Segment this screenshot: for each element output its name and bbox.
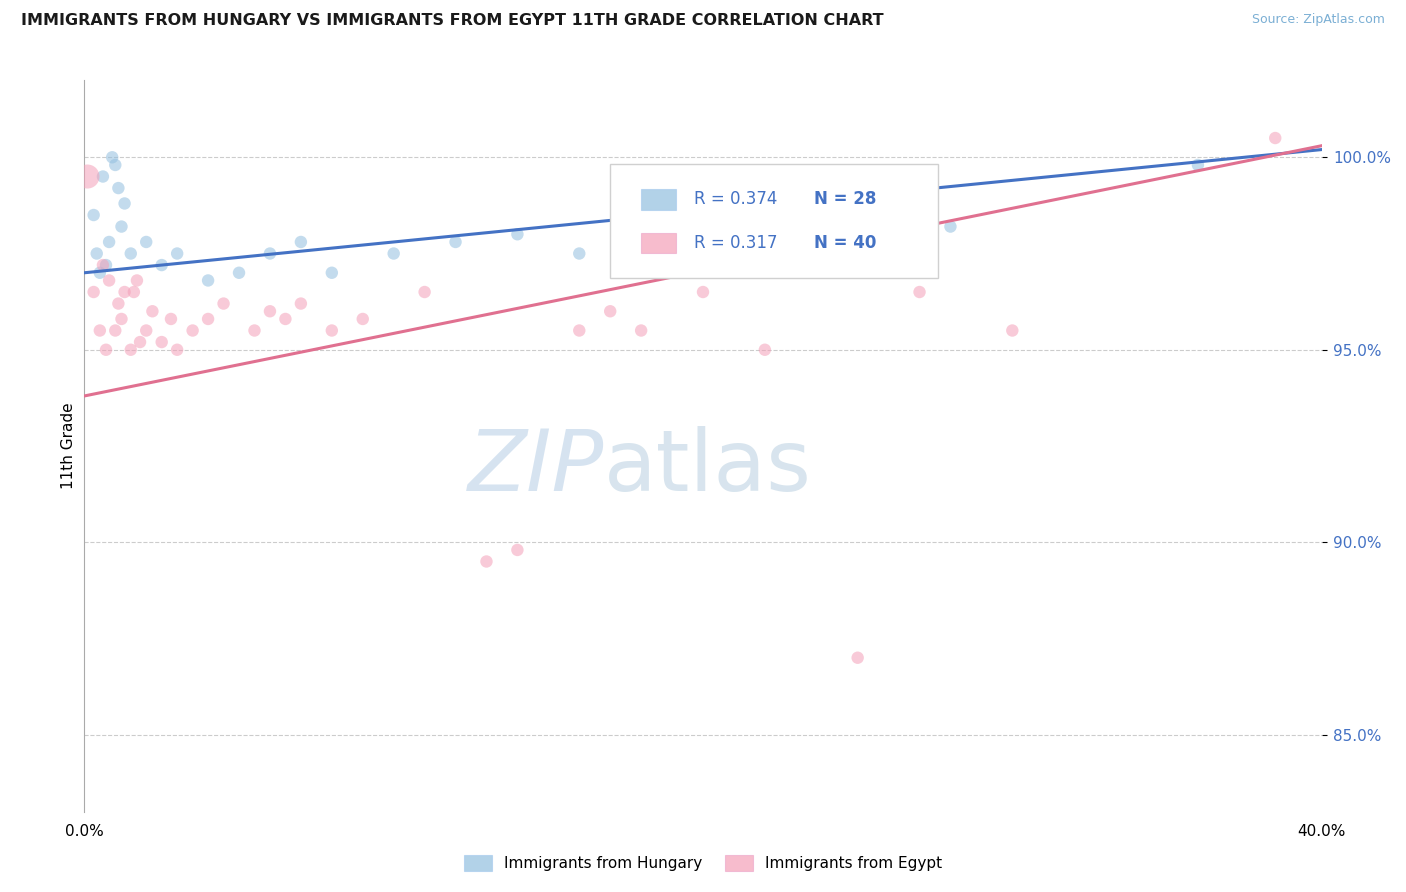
Point: [568, 246, 591, 260]
FancyBboxPatch shape: [641, 189, 676, 210]
Point: [141, 304, 163, 318]
Point: [413, 285, 436, 299]
Point: [114, 285, 136, 299]
Point: [104, 158, 127, 172]
Point: [122, 285, 145, 299]
Point: [321, 324, 343, 338]
Point: [135, 235, 157, 249]
FancyBboxPatch shape: [641, 233, 676, 253]
Point: [754, 343, 776, 357]
Point: [506, 227, 529, 242]
Point: [94, 343, 117, 357]
Point: [197, 312, 219, 326]
Point: [76, 169, 98, 184]
Text: IMMIGRANTS FROM HUNGARY VS IMMIGRANTS FROM EGYPT 11TH GRADE CORRELATION CHART: IMMIGRANTS FROM HUNGARY VS IMMIGRANTS FR…: [21, 13, 884, 29]
Point: [352, 312, 374, 326]
Point: [98, 235, 121, 249]
Point: [846, 650, 869, 665]
Point: [692, 285, 714, 299]
Point: [89, 324, 111, 338]
Point: [107, 181, 129, 195]
Point: [98, 273, 121, 287]
Point: [120, 246, 142, 260]
Text: atlas: atlas: [605, 426, 813, 509]
Point: [568, 324, 591, 338]
Point: [150, 258, 173, 272]
Point: [228, 266, 250, 280]
Text: N = 40: N = 40: [814, 234, 877, 252]
Y-axis label: 11th Grade: 11th Grade: [60, 402, 76, 490]
Point: [91, 169, 114, 184]
Point: [444, 235, 467, 249]
Point: [166, 343, 188, 357]
Point: [1187, 158, 1209, 172]
Point: [599, 304, 621, 318]
Legend: Immigrants from Hungary, Immigrants from Egypt: Immigrants from Hungary, Immigrants from…: [458, 849, 948, 877]
Point: [114, 196, 136, 211]
Point: [160, 312, 183, 326]
Point: [83, 285, 105, 299]
Point: [94, 258, 117, 272]
Point: [89, 266, 111, 280]
Point: [290, 235, 312, 249]
Point: [321, 266, 343, 280]
Point: [506, 543, 529, 558]
Point: [754, 227, 776, 242]
Point: [166, 246, 188, 260]
Point: [150, 334, 173, 349]
Point: [101, 150, 124, 164]
Text: ZIP: ZIP: [468, 426, 605, 509]
Point: [630, 208, 652, 222]
Point: [630, 324, 652, 338]
Point: [91, 258, 114, 272]
Point: [939, 219, 962, 234]
Text: Source: ZipAtlas.com: Source: ZipAtlas.com: [1251, 13, 1385, 27]
Text: N = 28: N = 28: [814, 190, 877, 209]
Point: [104, 324, 127, 338]
Point: [107, 296, 129, 310]
Point: [120, 343, 142, 357]
Point: [86, 246, 108, 260]
Point: [110, 219, 132, 234]
Point: [475, 554, 498, 568]
Point: [129, 334, 152, 349]
Point: [259, 304, 281, 318]
Point: [135, 324, 157, 338]
Point: [908, 285, 931, 299]
FancyBboxPatch shape: [610, 164, 938, 277]
Point: [83, 208, 105, 222]
Text: R = 0.317: R = 0.317: [695, 234, 778, 252]
Text: R = 0.374: R = 0.374: [695, 190, 778, 209]
Point: [181, 324, 204, 338]
Point: [125, 273, 148, 287]
Point: [274, 312, 297, 326]
Point: [259, 246, 281, 260]
Point: [290, 296, 312, 310]
Point: [1001, 324, 1024, 338]
Point: [382, 246, 405, 260]
Point: [110, 312, 132, 326]
Point: [212, 296, 235, 310]
Point: [197, 273, 219, 287]
Point: [1264, 131, 1286, 145]
Point: [243, 324, 266, 338]
